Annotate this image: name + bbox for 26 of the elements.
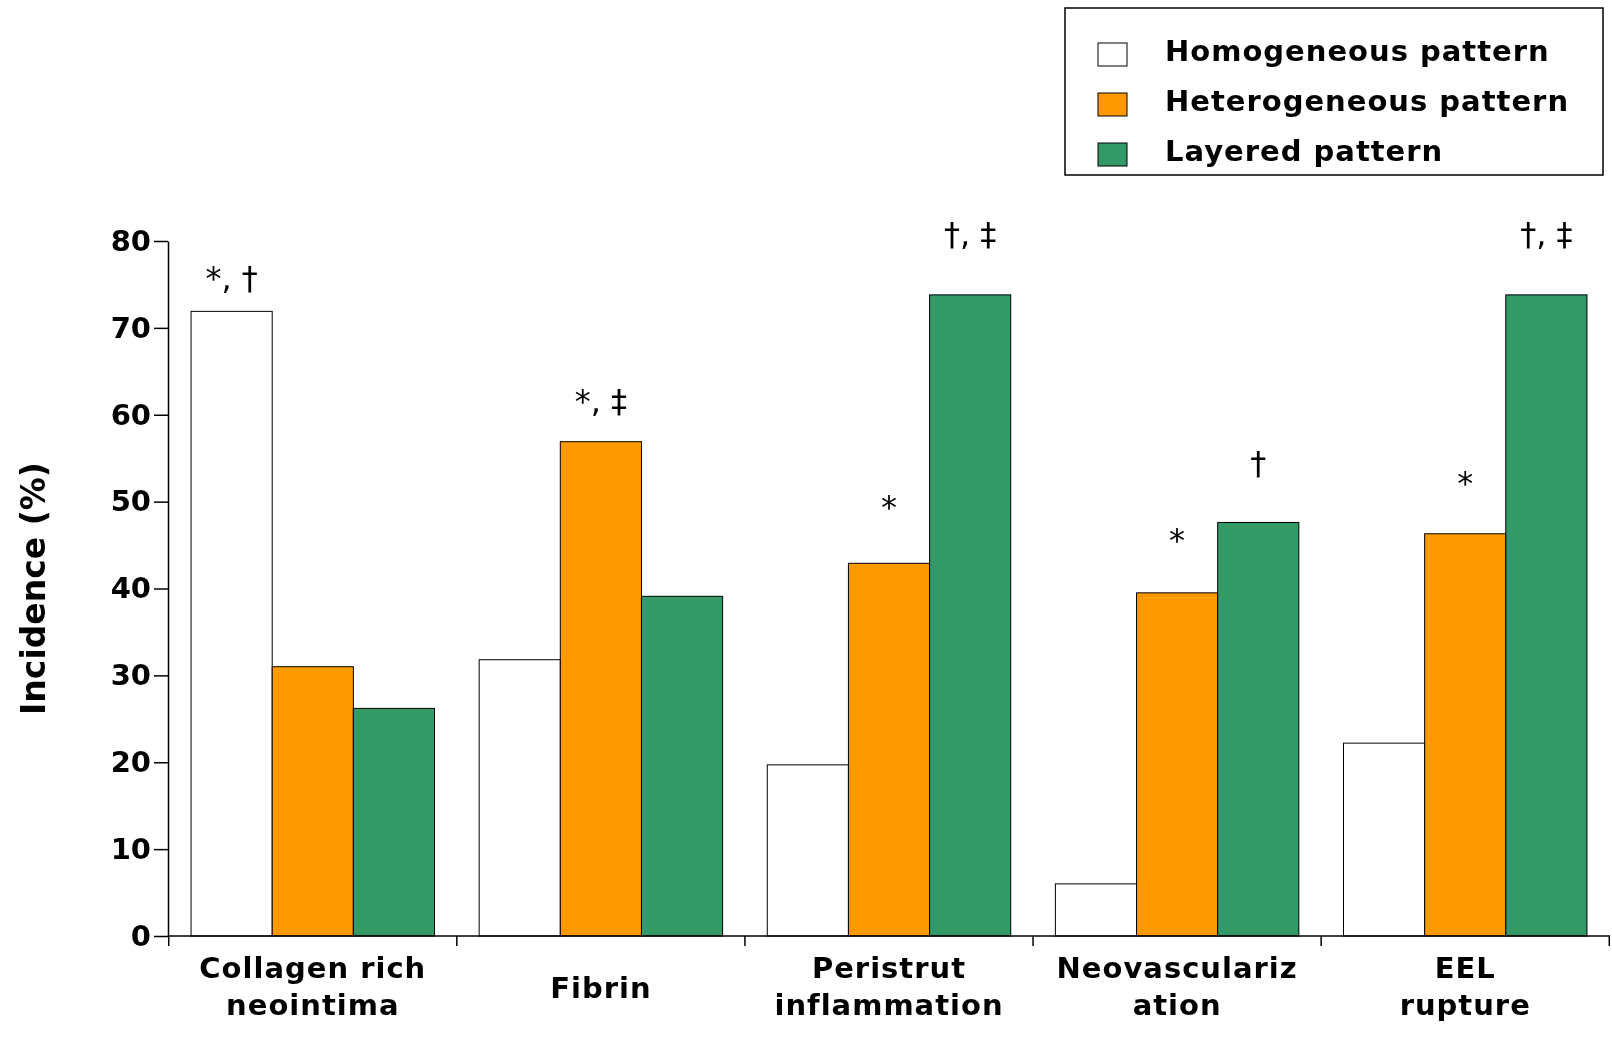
y-tick-label: 20	[110, 745, 151, 780]
annotation: †, ‡	[943, 214, 997, 253]
x-tick-label: Fibrin	[550, 971, 652, 1005]
y-axis-title: Incidence (%)	[14, 462, 53, 715]
legend-label: Homogeneous pattern	[1165, 34, 1550, 68]
annotation: *	[881, 488, 897, 527]
y-tick-label: 50	[110, 484, 151, 519]
x-tick-label: Collagen rich neointima	[199, 951, 427, 1022]
x-tick-label: Peristrut inflammation	[774, 951, 1004, 1022]
y-tick-label: 0	[130, 918, 151, 953]
x-tick-label: Neovasculariz ation	[1056, 951, 1298, 1022]
y-tick-label: 30	[110, 658, 151, 693]
legend-label: Layered pattern	[1165, 134, 1444, 168]
annotation: *	[1457, 463, 1474, 502]
y-tick-label: 60	[110, 397, 151, 432]
annotation: *, †	[205, 259, 258, 298]
y-tick-label: 80	[110, 223, 151, 258]
annotation: †, ‡	[1520, 214, 1573, 253]
y-tick-label: 40	[110, 571, 151, 606]
annotation: *	[1169, 520, 1186, 559]
y-tick-label: 10	[110, 831, 151, 866]
annotation: *, ‡	[574, 381, 628, 420]
legend-label: Heterogeneous pattern	[1165, 84, 1570, 118]
annotation: †	[1250, 444, 1267, 483]
y-tick-label: 70	[110, 310, 151, 345]
x-tick-label: EEL rupture	[1399, 951, 1531, 1022]
